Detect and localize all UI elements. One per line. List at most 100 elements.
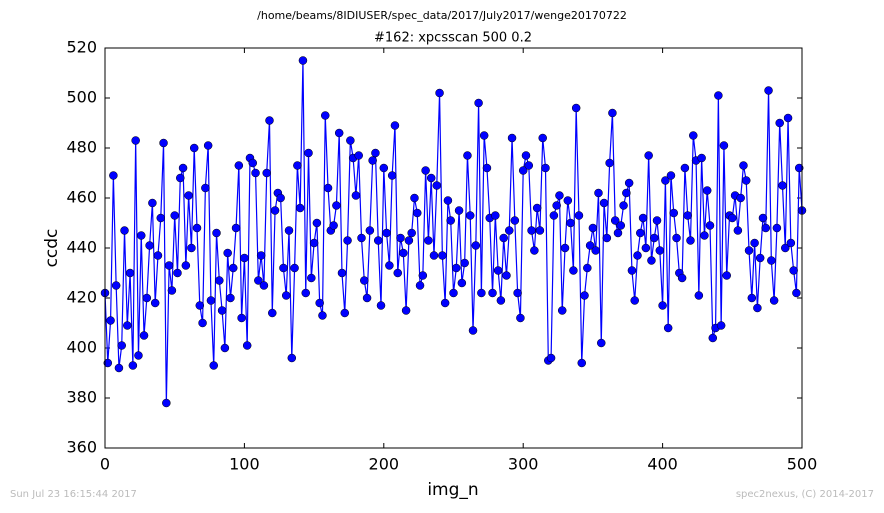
data-point [516, 313, 525, 323]
data-point [708, 333, 718, 343]
data-point [702, 186, 712, 195]
data-point [764, 86, 773, 95]
data-point [736, 193, 745, 203]
data-point [307, 273, 316, 283]
chart-subtitle: #162: xpcsscan 500 0.2 [374, 31, 532, 46]
data-point [541, 163, 550, 173]
y-tick-label: 380 [66, 388, 97, 407]
data-point [552, 201, 561, 210]
data-point [605, 158, 614, 168]
data-point [404, 236, 414, 245]
data-point [153, 251, 163, 260]
data-point [162, 398, 171, 408]
x-tick-label: 200 [369, 455, 400, 474]
data-point [655, 246, 665, 255]
data-point [343, 236, 352, 245]
data-point [337, 268, 347, 278]
data-point [111, 281, 121, 290]
data-point [577, 358, 586, 368]
data-point [368, 156, 377, 165]
data-point [256, 251, 266, 260]
data-point [187, 243, 196, 253]
data-point [390, 121, 400, 130]
data-point [192, 223, 202, 233]
data-point [786, 238, 796, 248]
data-point [259, 281, 269, 290]
data-point [223, 248, 232, 258]
data-point [457, 278, 467, 288]
data-point [426, 173, 436, 183]
data-point [769, 296, 779, 305]
data-point [231, 223, 241, 233]
data-point [624, 178, 634, 188]
data-point [677, 273, 687, 283]
data-point [346, 136, 355, 145]
data-point [683, 211, 692, 220]
data-point [220, 343, 230, 353]
data-point [443, 196, 453, 205]
data-point [262, 168, 271, 178]
data-point [123, 321, 132, 330]
data-point [697, 153, 706, 163]
data-point [613, 228, 623, 238]
data-point [491, 211, 500, 220]
x-axis-label: img_n [427, 480, 478, 500]
data-point [304, 148, 313, 158]
data-point [351, 191, 361, 200]
data-point [761, 223, 771, 233]
data-point [170, 211, 179, 220]
data-point [181, 261, 191, 270]
data-point [728, 213, 737, 223]
data-point [206, 296, 216, 305]
data-point [371, 148, 380, 158]
data-point [694, 291, 704, 300]
data-point [209, 361, 218, 370]
data-point [574, 211, 584, 220]
x-tick-label: 300 [508, 455, 539, 474]
data-point [775, 118, 784, 128]
data-point [276, 193, 285, 203]
data-point [778, 181, 787, 190]
data-point [332, 201, 341, 210]
x-tick-label: 100 [229, 455, 260, 474]
data-point [546, 353, 556, 363]
data-point [109, 171, 118, 180]
data-point [733, 226, 743, 235]
footer-left: Sun Jul 23 16:15:44 2017 [10, 489, 137, 500]
data-point [293, 161, 302, 170]
data-point [226, 293, 235, 303]
data-point [142, 293, 152, 303]
data-point [460, 258, 469, 268]
data-point [365, 226, 375, 235]
data-point [176, 173, 185, 183]
data-point [507, 133, 517, 143]
y-tick-label: 460 [66, 188, 97, 207]
data-point [136, 231, 146, 240]
data-point [387, 171, 397, 180]
data-point [527, 226, 536, 235]
data-point [658, 301, 667, 310]
data-point [178, 163, 188, 173]
data-point [131, 136, 140, 145]
data-point [234, 161, 244, 170]
data-point [449, 288, 458, 298]
data-point [502, 271, 511, 280]
data-point [309, 238, 319, 248]
data-point [128, 361, 138, 370]
y-tick-label: 520 [66, 38, 97, 57]
data-point [661, 176, 670, 185]
data-point [649, 233, 659, 243]
data-point [599, 198, 609, 208]
data-point [217, 306, 227, 315]
data-point [315, 298, 324, 308]
data-point [633, 251, 642, 260]
y-tick-label: 360 [66, 438, 97, 457]
data-point [281, 291, 291, 300]
data-point [638, 213, 648, 223]
data-point [198, 318, 207, 328]
data-point [254, 276, 263, 285]
data-point [114, 363, 124, 373]
data-point [772, 223, 782, 233]
data-point [647, 256, 656, 265]
data-point [794, 163, 804, 173]
